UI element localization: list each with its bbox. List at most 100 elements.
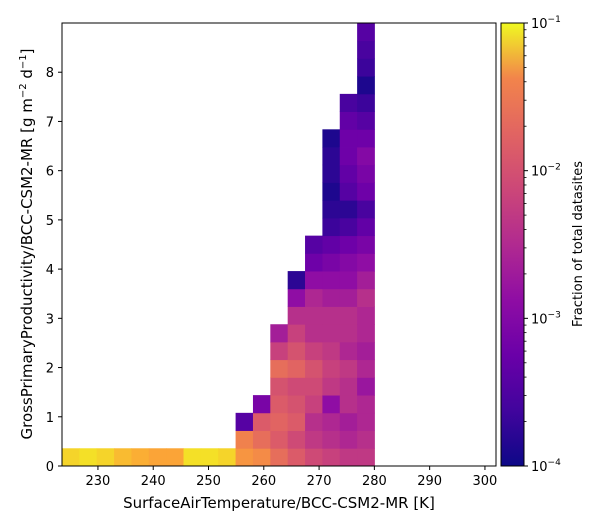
heatmap-cell xyxy=(270,430,289,449)
heatmap-cell xyxy=(339,147,358,166)
heatmap-cell xyxy=(322,129,341,148)
heatmap-cell xyxy=(322,377,341,396)
colorbar-tick-label: 10−3 xyxy=(531,310,561,327)
heatmap-cell xyxy=(252,395,271,414)
y-tick-label: 1 xyxy=(46,411,54,426)
heatmap-cell xyxy=(270,377,289,396)
heatmap-cell xyxy=(305,253,323,272)
heatmap-cell xyxy=(322,448,341,466)
colorbar xyxy=(500,22,525,467)
x-axis-label: SurfaceAirTemperature/BCC-CSM2-MR [K] xyxy=(123,494,435,512)
heatmap-cell xyxy=(357,412,375,431)
heatmap-cell xyxy=(357,395,375,414)
heatmap-cell xyxy=(339,341,358,361)
heatmap-cell xyxy=(62,448,80,466)
heatmap-cell xyxy=(322,288,341,307)
heatmap-cell xyxy=(79,448,98,466)
heatmap-cell xyxy=(357,217,375,237)
heatmap-cell xyxy=(339,217,358,237)
heatmap-cell xyxy=(322,395,341,414)
y-tick-label: 4 xyxy=(46,263,54,278)
heatmap-cell xyxy=(287,395,306,414)
heatmap-cell xyxy=(357,58,375,77)
colorbar-ticks: 10−1 10−2 10−3 10−4 xyxy=(524,15,561,475)
heatmap-cell xyxy=(131,448,150,466)
heatmap-cell xyxy=(339,359,358,378)
heatmap-cell xyxy=(305,377,323,396)
heatmap-cell xyxy=(339,93,358,112)
colorbar-tick-label: 10−1 xyxy=(531,15,561,32)
heatmap-cell xyxy=(357,93,375,112)
heatmap-cell xyxy=(339,182,358,201)
heatmap-cell xyxy=(322,235,341,254)
x-tick-label: 240 xyxy=(141,474,166,489)
heatmap-cell xyxy=(357,129,375,148)
heatmap-cell xyxy=(357,23,375,24)
heatmap-cell xyxy=(339,111,358,130)
heatmap-cell xyxy=(339,430,358,449)
heatmap-cell xyxy=(357,306,375,325)
heatmap-cell xyxy=(339,235,358,254)
heatmap-cell xyxy=(322,182,341,201)
colorbar-tick-label: 10−4 xyxy=(531,458,561,475)
heatmap-cell xyxy=(339,412,358,431)
heatmap-cell xyxy=(339,395,358,414)
heatmap-cell xyxy=(270,395,289,414)
heatmap-cell xyxy=(322,341,341,361)
heatmap-cell xyxy=(322,253,341,272)
heatmap-cell xyxy=(305,271,323,290)
heatmap-cell xyxy=(305,235,323,254)
heatmap-cell xyxy=(357,430,375,449)
heatmap-cell xyxy=(339,253,358,272)
heatmap-cell xyxy=(305,448,323,466)
heatmap-cell xyxy=(270,359,289,378)
x-axis: 230 240 250 260 270 280 290 300 xyxy=(86,466,497,489)
heatmap-cell xyxy=(357,253,375,272)
x-tick-label: 270 xyxy=(307,474,332,489)
heatmap-cell xyxy=(200,448,219,466)
heatmap-cell xyxy=(339,164,358,183)
heatmap-cell xyxy=(287,288,306,307)
heatmap-cell xyxy=(322,359,341,378)
heatmap-cell xyxy=(322,147,341,166)
heatmap-cell xyxy=(235,430,254,449)
heatmap-cell xyxy=(357,324,375,343)
heatmap-cell xyxy=(339,288,358,307)
heatmap-cell xyxy=(270,324,289,343)
colorbar-tick-label: 10−2 xyxy=(531,163,561,180)
heatmap-cell xyxy=(357,76,375,95)
heatmap-cell xyxy=(357,288,375,307)
y-tick-label: 0 xyxy=(46,460,54,475)
heatmap-cell xyxy=(322,430,341,449)
heatmap-cell xyxy=(339,306,358,325)
y-tick-label: 5 xyxy=(46,214,54,229)
heatmap-cell xyxy=(322,200,341,219)
heatmap-cell xyxy=(305,395,323,414)
heatmap-cell xyxy=(339,324,358,343)
heatmap-cell xyxy=(339,271,358,290)
heatmap-cell xyxy=(287,377,306,396)
heatmap-cell xyxy=(305,341,323,361)
heatmap-cell xyxy=(339,200,358,219)
heatmap-cell xyxy=(322,271,341,290)
y-tick-label: 7 xyxy=(46,115,54,130)
heatmap-cell xyxy=(357,200,375,219)
heatmap-cell xyxy=(305,430,323,449)
y-axis: 0 1 2 3 4 5 6 7 8 xyxy=(46,66,62,475)
y-tick-label: 8 xyxy=(46,66,54,81)
heatmap-cell xyxy=(270,341,289,361)
heatmap-cell xyxy=(357,164,375,183)
y-tick-label: 6 xyxy=(46,165,54,180)
heatmap-cell xyxy=(287,306,306,325)
heatmap-cell xyxy=(287,412,306,431)
heatmap-cell xyxy=(96,448,115,466)
heatmap-cell xyxy=(357,341,375,361)
heatmap-cell xyxy=(357,377,375,396)
heatmap-cell xyxy=(287,430,306,449)
x-tick-label: 230 xyxy=(86,474,111,489)
y-tick-label: 3 xyxy=(46,312,54,327)
heatmap-cell xyxy=(357,111,375,130)
heatmap-cell xyxy=(322,324,341,343)
heatmap-cell xyxy=(270,448,289,466)
y-tick-label: 2 xyxy=(46,362,54,377)
